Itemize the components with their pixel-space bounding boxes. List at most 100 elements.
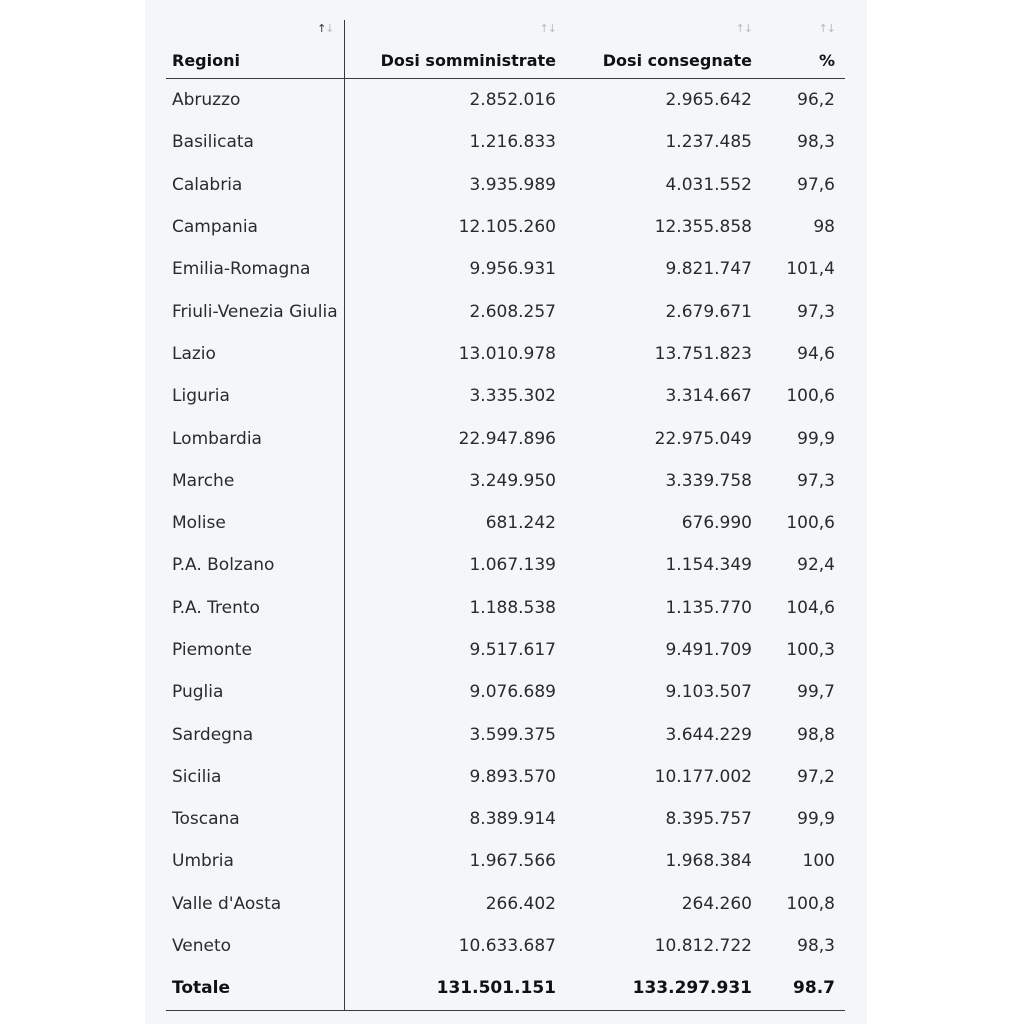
percent-cell: 100,8 bbox=[786, 893, 835, 914]
table-row: Sicilia 9.893.570 10.177.002 97,2 bbox=[166, 755, 845, 799]
sort-icon[interactable]: ↑↓ bbox=[735, 22, 753, 35]
region-cell: Campania bbox=[166, 205, 345, 249]
percent-cell: 98,8 bbox=[797, 724, 835, 745]
total-label: Totale bbox=[166, 967, 345, 1011]
delivered-cell: 9.491.709 bbox=[665, 640, 752, 660]
percent-cell: 97,6 bbox=[797, 174, 835, 195]
sort-icon[interactable]: ↑↓ bbox=[317, 22, 334, 35]
percent-cell: 100 bbox=[802, 851, 835, 872]
region-cell: P.A. Bolzano bbox=[166, 544, 345, 587]
table-row: Lazio 13.010.978 13.751.823 94,6 bbox=[166, 332, 845, 376]
percent-cell: 98,3 bbox=[797, 132, 835, 153]
delivered-cell: 9.103.507 bbox=[665, 682, 752, 703]
delivered-cell: 676.990 bbox=[681, 513, 752, 534]
delivered-cell: 13.751.823 bbox=[654, 343, 752, 364]
table-row: Liguria 3.335.302 3.314.667 100,6 bbox=[166, 375, 845, 418]
percent-cell: 99,9 bbox=[797, 809, 835, 830]
sort-icon[interactable]: ↑↓ bbox=[818, 22, 836, 35]
region-cell: Basilicata bbox=[166, 121, 345, 164]
column-header-dosi-consegnate[interactable]: ↑↓ Dosi consegnate bbox=[566, 20, 762, 79]
delivered-cell: 4.031.552 bbox=[665, 174, 752, 195]
delivered-cell: 9.821.747 bbox=[665, 259, 752, 280]
percent-cell: 98,3 bbox=[797, 936, 835, 957]
region-cell: Liguria bbox=[166, 375, 345, 418]
delivered-cell: 22.975.049 bbox=[654, 428, 752, 449]
administered-cell: 9.076.689 bbox=[469, 682, 556, 703]
column-header-percent[interactable]: ↑↓ % bbox=[762, 20, 845, 79]
administered-cell: 3.935.989 bbox=[469, 174, 556, 195]
delivered-cell: 1.135.770 bbox=[665, 597, 752, 618]
column-header-regioni[interactable]: ↑↓ Regioni bbox=[166, 20, 345, 79]
delivered-cell: 2.965.642 bbox=[665, 90, 752, 111]
region-cell: Valle d'Aosta bbox=[166, 882, 345, 925]
region-cell: Piemonte bbox=[166, 628, 345, 672]
percent-cell: 96,2 bbox=[797, 90, 835, 111]
sort-icon[interactable]: ↑↓ bbox=[539, 22, 557, 35]
percent-cell: 101,4 bbox=[786, 259, 835, 280]
table-row: Marche 3.249.950 3.339.758 97,3 bbox=[166, 459, 845, 502]
administered-cell: 9.956.931 bbox=[469, 259, 556, 280]
percent-cell: 99,7 bbox=[797, 682, 835, 703]
percent-cell: 100,3 bbox=[786, 640, 835, 660]
percent-cell: 98 bbox=[813, 217, 835, 238]
percent-cell: 100,6 bbox=[786, 386, 835, 407]
column-header-label: % bbox=[818, 51, 835, 70]
table-row: P.A. Bolzano 1.067.139 1.154.349 92,4 bbox=[166, 544, 845, 587]
table-row: Puglia 9.076.689 9.103.507 99,7 bbox=[166, 671, 845, 714]
table-row: Veneto 10.633.687 10.812.722 98,3 bbox=[166, 924, 845, 968]
table-row: Campania 12.105.260 12.355.858 98 bbox=[166, 205, 845, 249]
administered-cell: 22.947.896 bbox=[458, 428, 556, 449]
delivered-cell: 264.260 bbox=[681, 893, 752, 914]
delivered-cell: 1.237.485 bbox=[665, 132, 752, 153]
table-row: Umbria 1.967.566 1.968.384 100 bbox=[166, 840, 845, 883]
table-row: Piemonte 9.517.617 9.491.709 100,3 bbox=[166, 628, 845, 672]
table-header: ↑↓ Regioni ↑↓ Dosi somministrate ↑↓ Dosi… bbox=[166, 20, 845, 79]
percent-cell: 94,6 bbox=[797, 343, 835, 364]
delivered-cell: 8.395.757 bbox=[665, 809, 752, 830]
percent-cell: 100,6 bbox=[786, 513, 835, 534]
total-row: Totale 131.501.151 133.297.931 98.7 bbox=[166, 967, 845, 1011]
administered-cell: 10.633.687 bbox=[458, 936, 556, 957]
column-header-label: Regioni bbox=[172, 51, 240, 70]
region-cell: P.A. Trento bbox=[166, 586, 345, 629]
table-row: Basilicata 1.216.833 1.237.485 98,3 bbox=[166, 121, 845, 164]
delivered-cell: 3.314.667 bbox=[665, 386, 752, 407]
delivered-cell: 10.177.002 bbox=[654, 766, 752, 787]
administered-cell: 2.608.257 bbox=[469, 301, 556, 322]
delivered-cell: 12.355.858 bbox=[654, 217, 752, 238]
administered-cell: 1.216.833 bbox=[469, 132, 556, 153]
table-row: Lombardia 22.947.896 22.975.049 99,9 bbox=[166, 417, 845, 460]
administered-cell: 9.893.570 bbox=[469, 766, 556, 787]
header-row: ↑↓ Regioni ↑↓ Dosi somministrate ↑↓ Dosi… bbox=[166, 20, 845, 79]
region-cell: Marche bbox=[166, 459, 345, 502]
table-row: Emilia-Romagna 9.956.931 9.821.747 101,4 bbox=[166, 248, 845, 291]
administered-cell: 13.010.978 bbox=[458, 343, 556, 364]
table-row: Abruzzo 2.852.016 2.965.642 96,2 bbox=[166, 78, 845, 122]
region-cell: Abruzzo bbox=[166, 78, 345, 122]
administered-cell: 3.335.302 bbox=[469, 386, 556, 407]
administered-cell: 9.517.617 bbox=[469, 640, 556, 660]
administered-cell: 1.188.538 bbox=[469, 597, 556, 618]
vaccination-table: ↑↓ Regioni ↑↓ Dosi somministrate ↑↓ Dosi… bbox=[166, 20, 845, 1011]
administered-cell: 3.599.375 bbox=[469, 724, 556, 745]
column-header-dosi-somministrate[interactable]: ↑↓ Dosi somministrate bbox=[344, 20, 566, 79]
region-cell: Sardegna bbox=[166, 713, 345, 756]
delivered-cell: 1.968.384 bbox=[665, 851, 752, 872]
percent-cell: 97,3 bbox=[797, 470, 835, 491]
region-cell: Emilia-Romagna bbox=[166, 248, 345, 291]
total-administered: 131.501.151 bbox=[344, 967, 566, 1011]
delivered-cell: 10.812.722 bbox=[654, 936, 752, 957]
delivered-cell: 3.339.758 bbox=[665, 470, 752, 491]
region-cell: Toscana bbox=[166, 798, 345, 841]
table-body: Abruzzo 2.852.016 2.965.642 96,2 Basilic… bbox=[166, 78, 845, 1011]
region-cell: Molise bbox=[166, 501, 345, 545]
table-row: Toscana 8.389.914 8.395.757 99,9 bbox=[166, 798, 845, 841]
administered-cell: 1.067.139 bbox=[469, 555, 556, 576]
table-row: P.A. Trento 1.188.538 1.135.770 104,6 bbox=[166, 586, 845, 629]
column-header-label: Dosi somministrate bbox=[380, 51, 556, 70]
delivered-cell: 3.644.229 bbox=[665, 724, 752, 745]
percent-cell: 92,4 bbox=[797, 555, 835, 576]
delivered-cell: 2.679.671 bbox=[665, 301, 752, 322]
administered-cell: 681.242 bbox=[485, 513, 556, 534]
table-row: Friuli-Venezia Giulia 2.608.257 2.679.67… bbox=[166, 290, 845, 333]
